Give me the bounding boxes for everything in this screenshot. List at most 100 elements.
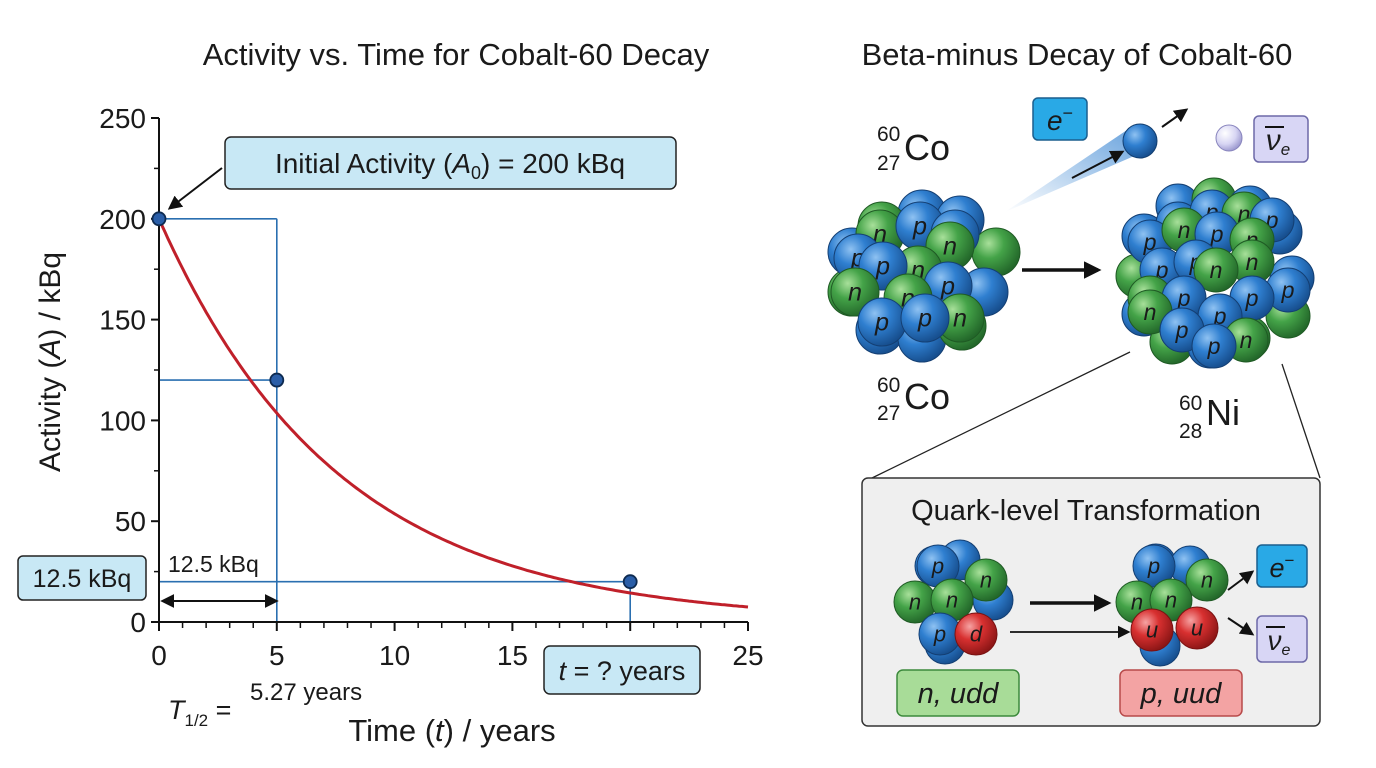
particle-label: p — [940, 273, 955, 301]
data-point — [622, 574, 638, 590]
y-tick-label: 200 — [99, 204, 146, 235]
electron-inner-arrow — [1071, 150, 1125, 179]
svg-text:νe: νe — [1266, 124, 1290, 159]
y-ticks: 0 50 100 150 200 250 — [99, 103, 159, 638]
particle-label: p — [1207, 333, 1221, 359]
particle-label: p — [912, 213, 927, 241]
svg-text:e−: e− — [1270, 551, 1295, 583]
y-axis-label: Activity (A) / kBq — [34, 252, 67, 472]
particle-label: p — [933, 622, 946, 647]
proton-cluster: pnn nu u — [1115, 543, 1229, 667]
quark — [1175, 606, 1219, 650]
quark-panel-title: Quark-level Transformation — [911, 495, 1261, 527]
svg-text:28: 28 — [1179, 420, 1202, 443]
y-tick-label: 250 — [99, 103, 146, 134]
electron-particle — [1122, 123, 1158, 159]
antineutrino-particle — [1215, 124, 1243, 152]
quark-electron-arrow — [1227, 570, 1255, 591]
parent-label-bottom: 60 27 Co — [877, 374, 950, 425]
quark — [954, 612, 998, 656]
daughter-nucleus: ppnppnpnppnpnnpppnpnp — [1115, 177, 1315, 369]
chart-title: Activity vs. Time for Cobalt-60 Decay — [203, 37, 710, 72]
half-life-value: 5.27 years — [250, 679, 362, 706]
particle-label: p — [1143, 229, 1157, 255]
particle-label: p — [874, 309, 889, 337]
half-life-label: T1/2 = — [168, 695, 231, 730]
x-tick-label: 10 — [379, 640, 410, 671]
svg-text:Ni: Ni — [1206, 392, 1240, 433]
particle-label: d — [970, 622, 983, 647]
svg-text:Initial Activity (A0) = 200 kB: Initial Activity (A0) = 200 kBq — [275, 148, 625, 183]
particle-label: p — [1281, 277, 1295, 303]
activity-box: 12.5 kBq — [17, 555, 147, 601]
y-tick-label: 100 — [99, 405, 146, 436]
svg-text:n, udd: n, udd — [918, 678, 999, 710]
neutron-quark-box: n, udd — [896, 669, 1020, 717]
data-points — [151, 211, 638, 590]
quark-antineutrino-arrow — [1227, 617, 1255, 636]
x-tick-label: 5 — [269, 640, 285, 671]
x-tick-label: 0 — [151, 640, 167, 671]
proton — [900, 293, 950, 343]
particle-label: n — [848, 279, 862, 307]
parent-label-top: 60 27 Co — [877, 123, 950, 175]
svg-text:e−: e− — [1047, 103, 1073, 136]
particle-label: n — [1240, 327, 1253, 353]
inner-activity-label: 12.5 kBq — [168, 551, 259, 577]
particle-label: u — [1146, 618, 1158, 643]
particle-label: p — [1210, 221, 1224, 247]
svg-text:t = ? years: t = ? years — [559, 656, 686, 686]
quark — [1130, 608, 1174, 652]
svg-text:νe: νe — [1268, 625, 1291, 659]
particle-label: n — [1131, 590, 1143, 615]
y-tick-label: 0 — [130, 607, 146, 638]
decay-curve — [157, 218, 749, 609]
neutron-cluster: pnn np d — [893, 539, 1014, 665]
particle-label: p — [917, 305, 932, 333]
y-tick-label: 50 — [115, 506, 146, 537]
svg-text:60: 60 — [877, 374, 900, 397]
daughter-label: 60 28 Ni — [1179, 392, 1240, 443]
svg-text:p, uud: p, uud — [1140, 678, 1222, 710]
y-tick-label: 150 — [99, 305, 146, 336]
antineutrino-box-bottom: νe — [1256, 615, 1308, 663]
particle-label: n — [1144, 299, 1157, 325]
diagram-title: Beta-minus Decay of Cobalt-60 — [862, 37, 1293, 72]
electron-outer-arrow — [1161, 108, 1189, 128]
particle-label: n — [909, 590, 921, 615]
data-point — [269, 372, 285, 388]
emission-trail — [1005, 128, 1148, 212]
proton-quark-box: p, uud — [1119, 669, 1243, 717]
neutron — [964, 558, 1008, 602]
zoom-line-left — [871, 351, 1131, 479]
particle-label: p — [1213, 303, 1227, 329]
electron-box-top: e− — [1032, 97, 1088, 141]
guide-lines — [159, 218, 632, 622]
neutron — [1185, 558, 1229, 602]
zoom-line-right — [1281, 363, 1321, 479]
svg-text:Co: Co — [904, 127, 950, 168]
initial-activity-callout: Initial Activity (A0) = 200 kBq — [167, 136, 677, 210]
parent-nucleus: npppnnppnnpnp — [827, 189, 1021, 363]
beta-decay-diagram: Beta-minus Decay of Cobalt-60 60 27 Co e… — [827, 37, 1321, 727]
x-tick-label: 15 — [497, 640, 528, 671]
x-axis-label: Time (t) / years — [348, 713, 555, 748]
initial-arrow — [167, 167, 223, 210]
particle-label: n — [953, 305, 967, 333]
particle-label: n — [1210, 257, 1223, 283]
particle-label: u — [1191, 616, 1203, 641]
particle-label: p — [1245, 285, 1259, 311]
particle-label: p — [1147, 554, 1160, 579]
proton — [1191, 323, 1237, 369]
electron-box-bottom: e− — [1256, 544, 1308, 588]
particle-label: p — [1175, 317, 1189, 343]
svg-text:60: 60 — [1179, 392, 1202, 415]
particle-label: p — [1177, 285, 1191, 311]
particle-label: n — [1178, 217, 1191, 243]
svg-text:27: 27 — [877, 152, 900, 175]
particle-label: n — [946, 588, 958, 613]
svg-text:12.5 kBq: 12.5 kBq — [33, 565, 132, 593]
particle-label: p — [875, 253, 890, 281]
neutron — [1193, 247, 1239, 293]
